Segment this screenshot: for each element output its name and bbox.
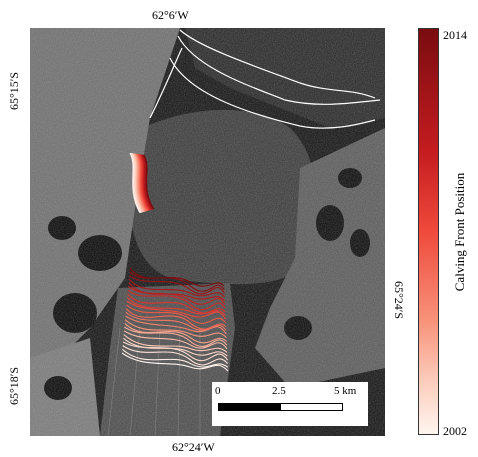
calving-front-line-upper — [131, 153, 143, 213]
calving-front-line-upper — [130, 152, 142, 213]
calving-front-line — [128, 274, 225, 295]
calving-fronts-upper — [129, 152, 155, 214]
colorbar-title: Calving Front Position — [452, 172, 467, 292]
calving-front-line — [126, 297, 226, 316]
calving-front-line — [128, 282, 226, 302]
calving-front-line — [124, 326, 228, 348]
colorbar-min-label: 2002 — [443, 424, 467, 438]
calving-front-line-upper — [135, 153, 147, 212]
top-longitude-label: 62°6′W — [152, 8, 189, 22]
calving-front-line-upper — [129, 152, 141, 214]
calving-front-line — [126, 304, 227, 324]
calving-front-line — [123, 337, 228, 357]
calving-front-line — [125, 311, 227, 331]
calving-front-line — [125, 308, 227, 330]
calving-front-line-upper — [135, 153, 146, 212]
calving-front-line-upper — [140, 154, 152, 211]
calving-front-line — [127, 289, 226, 311]
calving-front-line-upper — [139, 154, 151, 211]
calving-fronts-main — [121, 267, 229, 372]
calving-front-line — [123, 330, 228, 350]
calving-front-line-upper — [143, 154, 155, 210]
calving-front-line-upper — [136, 153, 148, 212]
left-latitude-top-label: 65°15′S — [7, 71, 21, 110]
calving-front-line-upper — [133, 153, 145, 213]
left-latitude-bottom-label: 65°18′S — [7, 366, 21, 405]
satellite-map — [30, 28, 385, 436]
calving-front-line — [128, 278, 225, 298]
calving-front-line — [121, 348, 229, 368]
calving-front-line — [124, 323, 227, 344]
colorbar — [418, 28, 439, 435]
scale-label-end: 5 km — [334, 385, 357, 397]
calving-front-line-upper — [138, 153, 149, 211]
calving-front-line-upper — [130, 152, 142, 214]
calving-front-line-upper — [134, 153, 146, 212]
calving-front-line-upper — [132, 153, 144, 213]
calving-front-line — [127, 293, 226, 314]
calving-front-line — [126, 300, 227, 320]
calving-front-line-upper — [139, 154, 151, 211]
calving-front-line — [123, 334, 228, 353]
calving-front-line-upper — [141, 154, 152, 210]
calving-front-line-upper — [137, 153, 149, 212]
bottom-longitude-label: 62°24′W — [172, 440, 215, 454]
calving-front-line — [125, 315, 227, 335]
calving-front-line-upper — [142, 154, 154, 210]
map-canvas — [30, 28, 385, 436]
scale-bar: 0 2.5 5 km — [212, 382, 368, 426]
scale-label-0: 0 — [215, 385, 221, 397]
scale-segment-white — [280, 403, 343, 411]
calving-front-line — [121, 352, 229, 372]
calving-front-line-upper — [138, 154, 150, 211]
calving-front-line-upper — [133, 153, 145, 213]
calving-front-line — [129, 267, 225, 287]
right-latitude-label: 65°24′S — [392, 281, 406, 320]
scale-segment-black — [218, 403, 281, 411]
scale-label-mid: 2.5 — [272, 385, 286, 397]
calving-front-line — [122, 345, 229, 366]
outline-lines — [149, 29, 381, 129]
calving-front-line — [124, 319, 227, 339]
colorbar-max-label: 2014 — [443, 28, 467, 42]
calving-front-line-upper — [142, 154, 154, 210]
calving-front-line-upper — [131, 153, 143, 213]
calving-front-line-upper — [136, 153, 148, 212]
calving-front-line-upper — [141, 154, 153, 210]
